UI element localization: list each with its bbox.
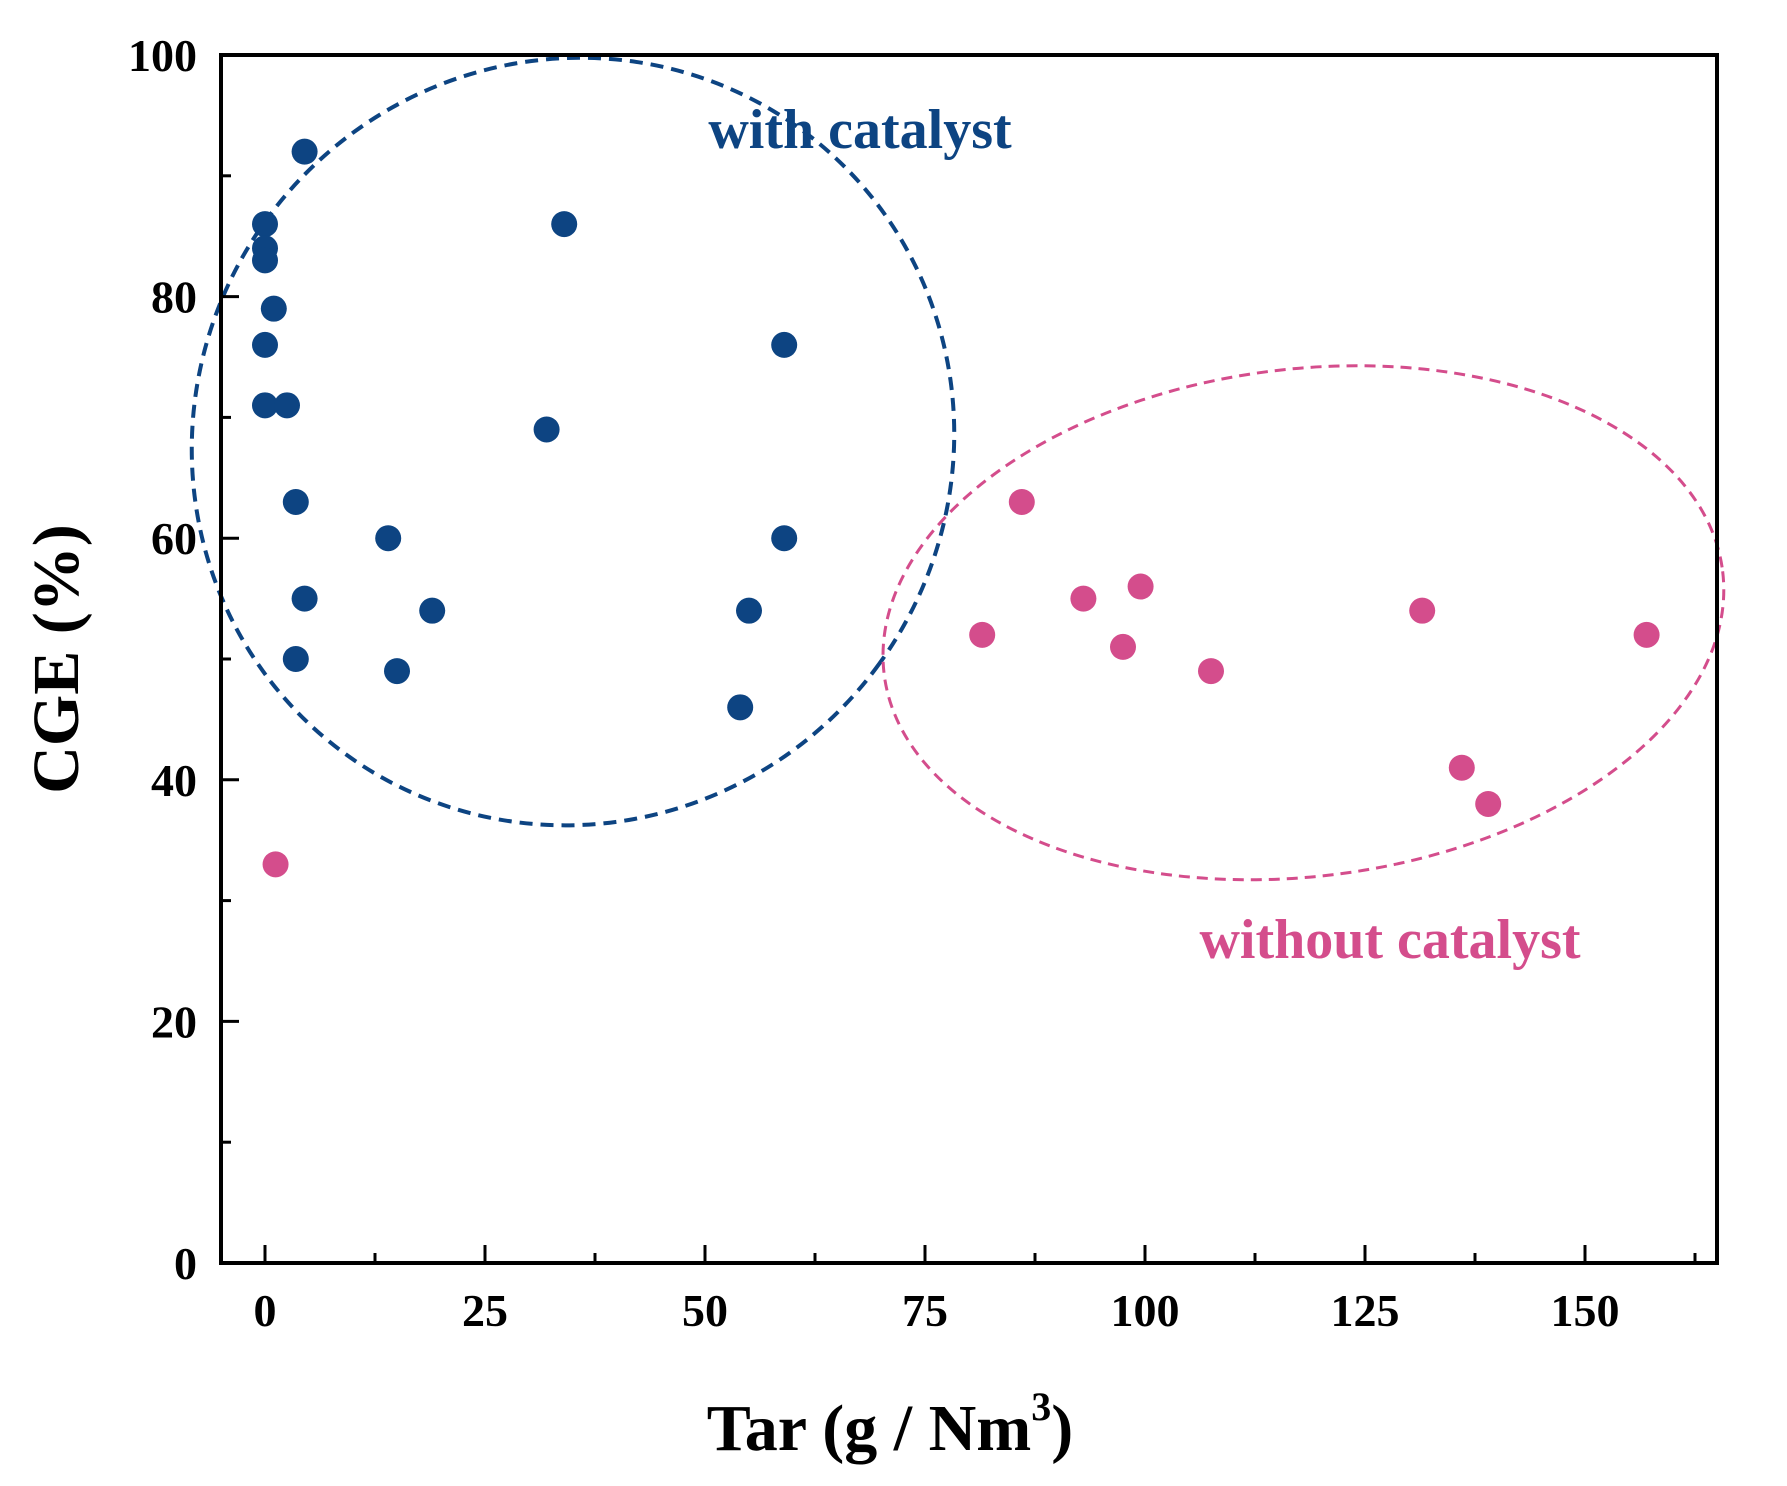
x-tick-label: 100 xyxy=(1111,1285,1180,1336)
x-tick-label: 0 xyxy=(254,1285,277,1336)
y-axis-title: CGE (%) xyxy=(20,524,93,793)
plot-frame xyxy=(219,53,1719,1265)
data-point-without-catalyst xyxy=(1475,790,1502,817)
data-point-with-catalyst xyxy=(727,694,754,721)
y-tick-label: 20 xyxy=(151,996,197,1047)
x-tick-label: 25 xyxy=(462,1285,508,1336)
data-point-with-catalyst xyxy=(274,392,300,419)
x-tick-label: 75 xyxy=(902,1285,948,1336)
y-axis-ticks xyxy=(221,53,239,1265)
data-point-with-catalyst xyxy=(252,247,278,274)
data-point-without-catalyst xyxy=(1008,488,1035,515)
x-axis-ticks xyxy=(263,1245,1697,1263)
y-tick-label: 40 xyxy=(151,755,197,806)
data-point-without-catalyst xyxy=(1110,633,1136,660)
x-axis-tick-labels: 0 25 50 75 100 125 150 xyxy=(254,1285,1620,1336)
y-tick-label: 60 xyxy=(151,513,197,564)
data-point-with-catalyst xyxy=(533,416,560,443)
data-point-without-catalyst xyxy=(1633,621,1660,648)
data-point-without-catalyst xyxy=(1448,754,1475,781)
data-point-without-catalyst xyxy=(262,851,289,878)
with-catalyst-label: with catalyst xyxy=(708,99,1012,161)
data-points xyxy=(252,138,1660,878)
data-point-with-catalyst xyxy=(252,392,278,419)
data-point-with-catalyst xyxy=(291,138,318,165)
data-point-without-catalyst xyxy=(1198,658,1224,685)
group-ellipse-without-catalyst xyxy=(881,364,1726,882)
data-point-without-catalyst xyxy=(1070,585,1097,612)
data-point-with-catalyst xyxy=(384,658,410,685)
data-point-with-catalyst xyxy=(771,331,798,358)
data-point-with-catalyst xyxy=(282,646,309,672)
data-point-without-catalyst xyxy=(969,621,996,648)
data-point-with-catalyst xyxy=(771,525,798,552)
data-point-without-catalyst xyxy=(1127,573,1154,600)
y-tick-label: 100 xyxy=(128,30,197,81)
y-axis-tick-labels: 0 20 40 60 80 100 xyxy=(128,30,197,1289)
data-point-with-catalyst xyxy=(291,585,318,612)
x-tick-label: 125 xyxy=(1331,1285,1400,1336)
y-tick-label: 0 xyxy=(174,1238,197,1289)
y-tick-label: 80 xyxy=(151,272,197,323)
x-tick-label: 50 xyxy=(682,1285,728,1336)
data-point-with-catalyst xyxy=(551,211,578,238)
x-tick-label: 150 xyxy=(1551,1285,1620,1336)
data-point-without-catalyst xyxy=(1409,597,1436,624)
data-point-with-catalyst xyxy=(252,331,278,358)
data-point-with-catalyst xyxy=(260,295,287,322)
data-point-with-catalyst xyxy=(736,597,762,624)
x-axis-title: Tar (g / Nm3) xyxy=(707,1384,1074,1465)
data-point-with-catalyst xyxy=(419,597,446,624)
data-point-with-catalyst xyxy=(252,211,278,238)
without-catalyst-label: without catalyst xyxy=(1199,909,1580,971)
data-point-with-catalyst xyxy=(375,525,402,552)
data-point-with-catalyst xyxy=(282,488,309,515)
